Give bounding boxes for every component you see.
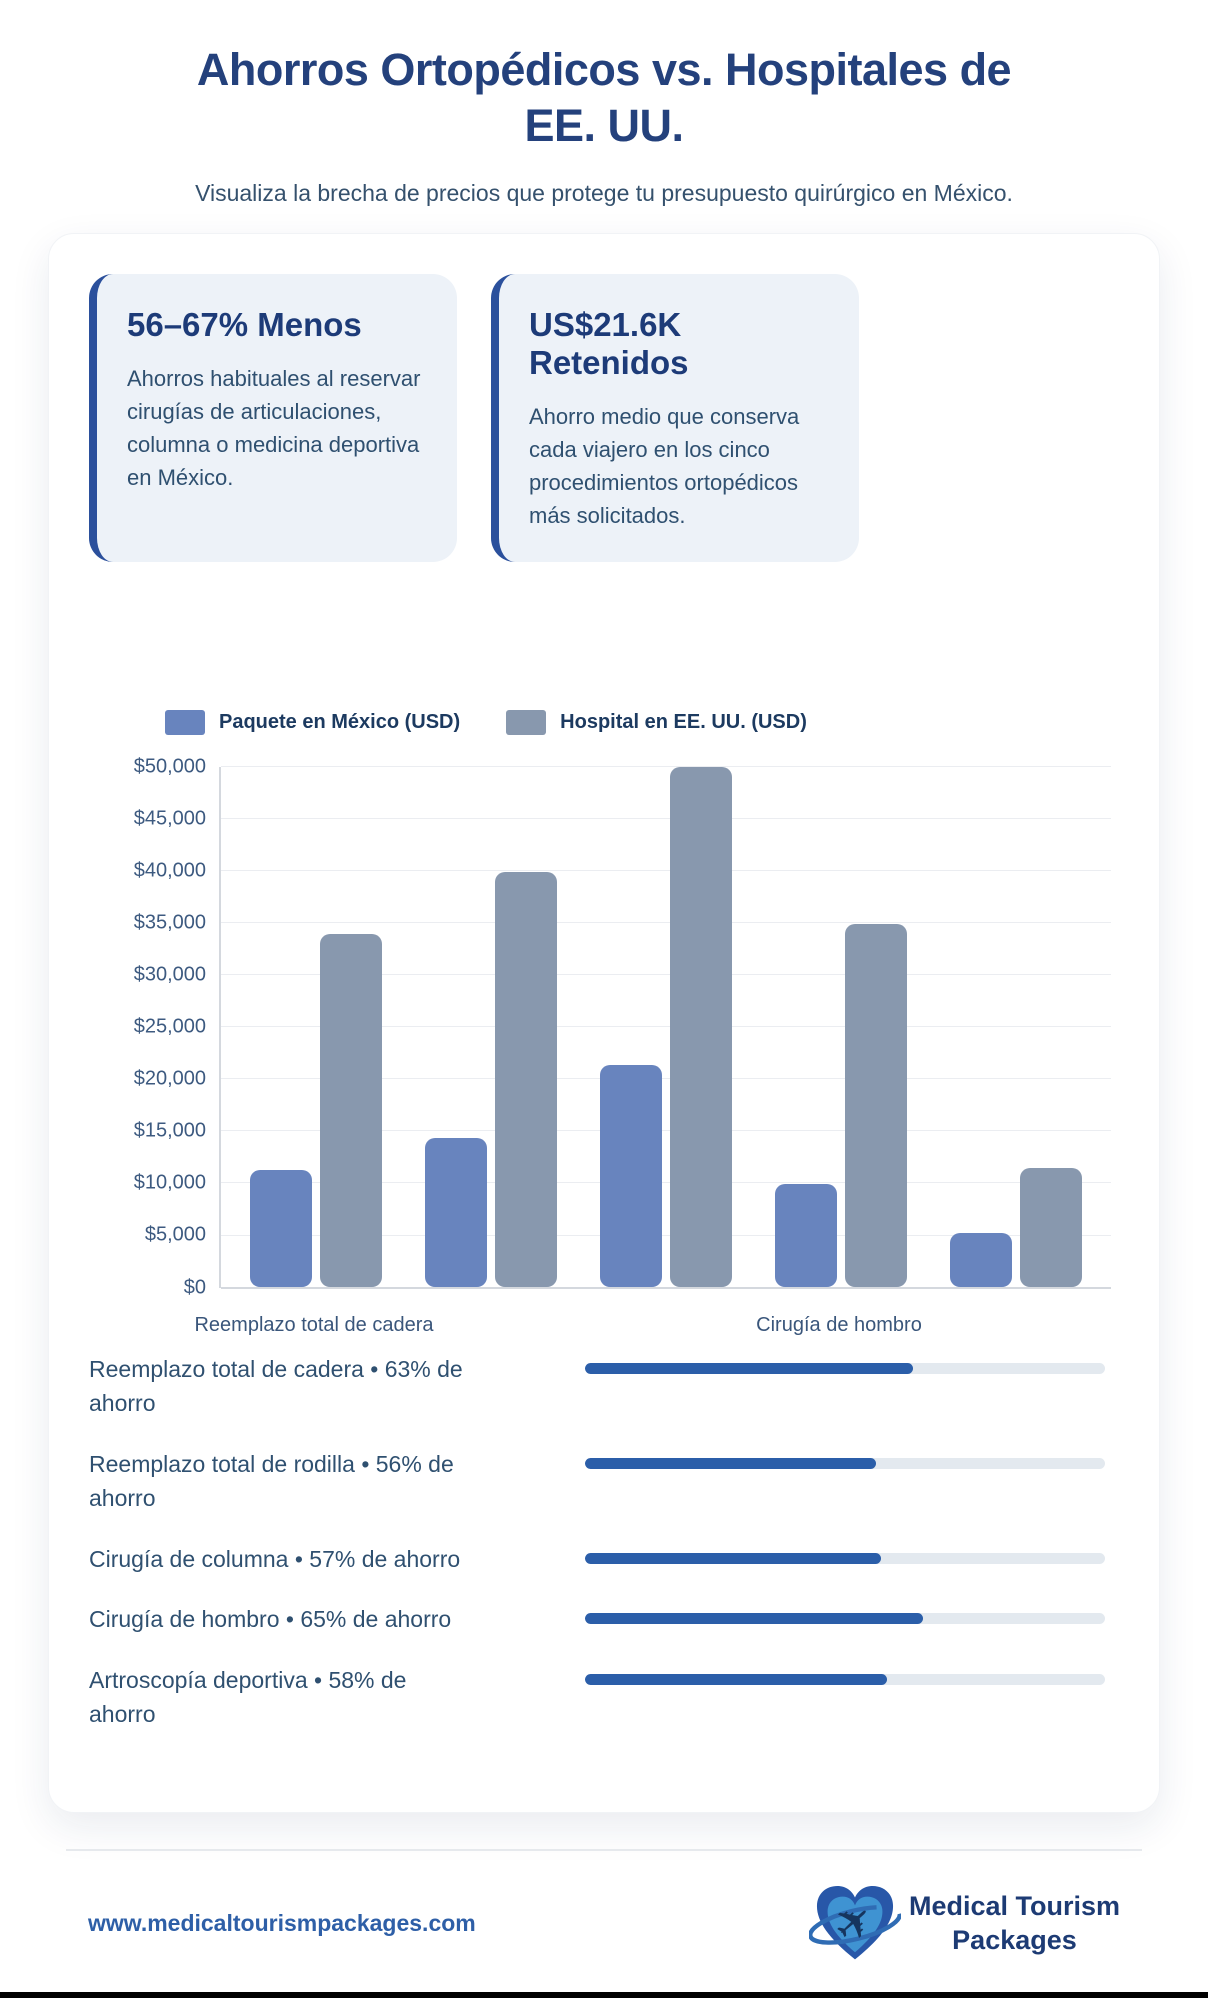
page-title: Ahorros Ortopédicos vs. Hospitales de EE… [0,42,1208,154]
savings-progress-fill [585,1457,877,1469]
bar-us-1 [495,871,557,1287]
screenshot-bottom-border [0,1992,1208,1998]
legend-label: Hospital en EE. UU. (USD) [560,710,807,733]
y-axis-tick-label: $45,000 [133,807,206,830]
header: Ahorros Ortopédicos vs. Hospitales de EE… [0,0,1208,207]
chart-plot-area: $0 $5,000 $10,000 $15,000 $20,000 $25,000 $30,… [134,755,1111,1336]
savings-percentage-list: Reemplazo total de cadera • 63% de ahorro… [89,1352,1119,1732]
y-axis-tick-label: $20,000 [133,1067,206,1090]
gridline [221,1078,1111,1080]
price-comparison-chart: Paquete en México (USD) Hospital en EE. U… [89,709,1119,1336]
gridline [221,817,1111,819]
legend-label: Paquete en México (USD) [219,710,461,733]
savings-progress-fill [585,1613,923,1625]
y-axis-tick-label: $10,000 [133,1171,206,1194]
legend-item-us-hospital: Hospital en EE. UU. (USD) [506,709,807,735]
savings-row-2: Cirugía de columna • 57% de ahorro [89,1542,1119,1577]
gridline [221,1234,1111,1236]
gridline [221,1286,1111,1289]
gridline [221,869,1111,871]
savings-row-label: Reemplazo total de rodilla • 56% de ahorr… [89,1450,454,1512]
savings-progress-track [585,1457,1105,1469]
y-axis-tick-label: $15,000 [133,1119,206,1142]
brand-name-line1: Medical Tourism [908,1890,1120,1921]
page-subtitle: Visualiza la brecha de precios que prote… [195,179,1013,206]
savings-row-label: Cirugía de columna • 57% de ahorro [89,1545,461,1572]
stat-card-row: 56–67% Menos Ahorros habituales al reser… [89,273,1119,562]
bar-mexico-0 [250,1169,312,1287]
gridline [221,974,1111,975]
website-link[interactable]: www.medicaltourismpackages.com [88,1910,476,1937]
legend-item-mexico: Paquete en México (USD) [165,709,461,735]
savings-row-label: Cirugía de hombro • 65% de ahorro [89,1606,452,1633]
stat-heading: US$21.6K Retenidos [529,305,689,381]
brand-name-line2: Packages [952,1924,1077,1955]
footer-divider [66,1848,1142,1851]
y-axis-tick-label: $30,000 [133,963,206,986]
bar-us-4 [1020,1167,1082,1287]
legend-swatch-icon [506,709,547,735]
page-title-line2: EE. UU. [524,99,684,151]
gridline [221,921,1111,923]
stat-card-savings-range: 56–67% Menos Ahorros habituales al reser… [89,273,457,562]
savings-row-4: Artroscopía deportiva • 58% de ahorro [89,1663,1119,1732]
savings-progress-fill [585,1362,913,1374]
stat-card-average-retained: US$21.6K Retenidos Ahorro medio que cons… [491,273,859,562]
x-axis-tick-label: Reemplazo total de cadera [194,1313,434,1336]
savings-row-3: Cirugía de hombro • 65% de ahorro [89,1602,1119,1637]
y-axis-tick-label: $40,000 [133,859,206,882]
bar-mexico-3 [775,1183,837,1287]
stat-heading: 56–67% Menos [127,305,362,343]
bar-mexico-4 [950,1232,1012,1287]
brand-logo-text: Medical Tourism Packages [909,1890,1120,1958]
y-axis-tick-label: $35,000 [133,911,206,934]
x-axis-tick-label: Cirugía de hombro [756,1313,922,1336]
heart-airplane-logo-icon: ✈ [808,1885,901,1959]
savings-row-label: Reemplazo total de cadera • 63% de ahorro [89,1355,463,1417]
gridline [221,1026,1111,1028]
gridline [221,1182,1111,1184]
savings-progress-track [585,1552,1105,1564]
y-axis-tick-label: $5,000 [144,1223,206,1246]
savings-progress-track [585,1613,1105,1625]
main-card: 56–67% Menos Ahorros habituales al reser… [48,232,1160,1813]
gridline [221,1130,1111,1132]
bar-us-2 [670,766,732,1287]
savings-progress-fill [585,1552,882,1564]
page-title-line1: Ahorros Ortopédicos vs. Hospitales de [196,44,1012,95]
gridline [221,765,1111,767]
legend-swatch-icon [165,709,205,735]
chart-legend: Paquete en México (USD) Hospital en EE. U… [165,709,1119,735]
savings-progress-fill [585,1673,887,1685]
y-axis-tick-label: $50,000 [133,755,206,778]
y-axis-tick-label: $0 [183,1276,206,1299]
savings-row-1: Reemplazo total de rodilla • 56% de ahorr… [89,1447,1119,1516]
savings-row-label: Artroscopía deportiva • 58% de ahorro [89,1666,407,1728]
footer: www.medicaltourismpackages.com ✈ Medical… [88,1851,1120,1967]
brand-logo: ✈ Medical Tourism Packages [808,1881,1120,1967]
bar-us-3 [845,923,907,1287]
savings-progress-track [585,1362,1105,1374]
stat-body: Ahorro medio que conserva cada viajero e… [529,403,800,528]
bar-mexico-1 [425,1137,487,1287]
savings-progress-track [585,1673,1105,1685]
stat-body: Ahorros habituales al reservar cirugías … [127,365,421,490]
bar-mexico-2 [600,1064,662,1287]
chart-plot [219,765,1111,1289]
bar-us-0 [320,933,382,1287]
savings-row-0: Reemplazo total de cadera • 63% de ahorro [89,1352,1119,1421]
y-axis-tick-label: $25,000 [133,1015,206,1038]
